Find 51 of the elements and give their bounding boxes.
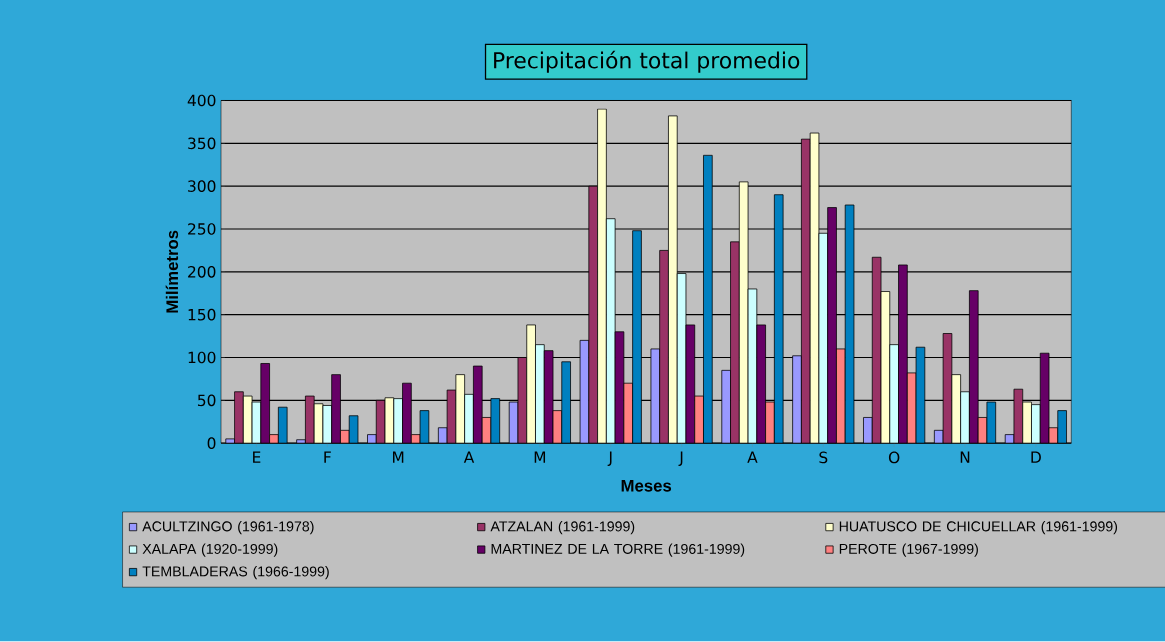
- y-tick-label: 250: [188, 223, 216, 236]
- legend-label: PEROTE (1967-1999): [839, 543, 978, 557]
- y-tick-label: 200: [188, 266, 216, 278]
- bar: [526, 324, 536, 444]
- bar: [659, 250, 669, 444]
- y-tick-label: 100: [188, 351, 216, 364]
- x-tick-label: A: [747, 451, 758, 464]
- bar: [632, 230, 642, 444]
- bar: [588, 185, 598, 444]
- legend-label: TEMBLADERAS (1966-1999): [142, 566, 329, 580]
- y-tick-label: 150: [188, 309, 216, 321]
- y-tick-label: 350: [188, 137, 216, 150]
- bar: [234, 391, 244, 444]
- x-tick-label: O: [888, 451, 900, 464]
- legend-label: ATZALAN (1961-1999): [490, 521, 635, 535]
- y-axis-title: Milímetros: [165, 230, 179, 313]
- bar: [730, 241, 740, 444]
- bar: [561, 361, 571, 444]
- bar: [703, 155, 713, 444]
- legend-label: ACULTZINGO (1961-1978): [142, 521, 314, 535]
- legend-label: XALAPA (1920-1999): [142, 543, 278, 557]
- bar: [668, 115, 678, 444]
- x-tick-label: J: [607, 451, 612, 467]
- bar: [721, 370, 731, 444]
- chart-title: Precipitación total promedio: [494, 50, 800, 73]
- x-tick-label: N: [960, 451, 970, 464]
- bar: [1031, 404, 1041, 444]
- x-axis-title: Meses: [621, 480, 672, 492]
- bar: [393, 398, 403, 444]
- bar: [889, 344, 899, 444]
- bar: [535, 344, 545, 444]
- bar: [792, 355, 802, 444]
- bar: [464, 394, 474, 444]
- legend-label: MARTINEZ DE LA TORRE (1961-1999): [491, 543, 745, 557]
- bar: [1057, 410, 1067, 444]
- x-tick-label: S: [819, 451, 828, 464]
- y-tick-label: 50: [197, 394, 216, 407]
- y-tick-label: 0: [207, 437, 216, 450]
- legend-label: HUATUSCO DE CHICUELLAR (1961-1999): [839, 521, 1118, 535]
- x-tick-label: M: [393, 451, 404, 464]
- bar: [597, 108, 607, 444]
- x-tick-label: E: [253, 451, 261, 464]
- x-tick-label: A: [463, 451, 475, 464]
- x-tick-label: F: [324, 451, 331, 464]
- x-tick-label: D: [1031, 451, 1041, 464]
- bar: [960, 391, 970, 444]
- x-tick-label: M: [534, 451, 546, 464]
- y-tick-label: 400: [187, 94, 216, 107]
- bar: [801, 138, 811, 444]
- x-tick-label: J: [678, 451, 683, 467]
- y-tick-label: 300: [188, 180, 216, 193]
